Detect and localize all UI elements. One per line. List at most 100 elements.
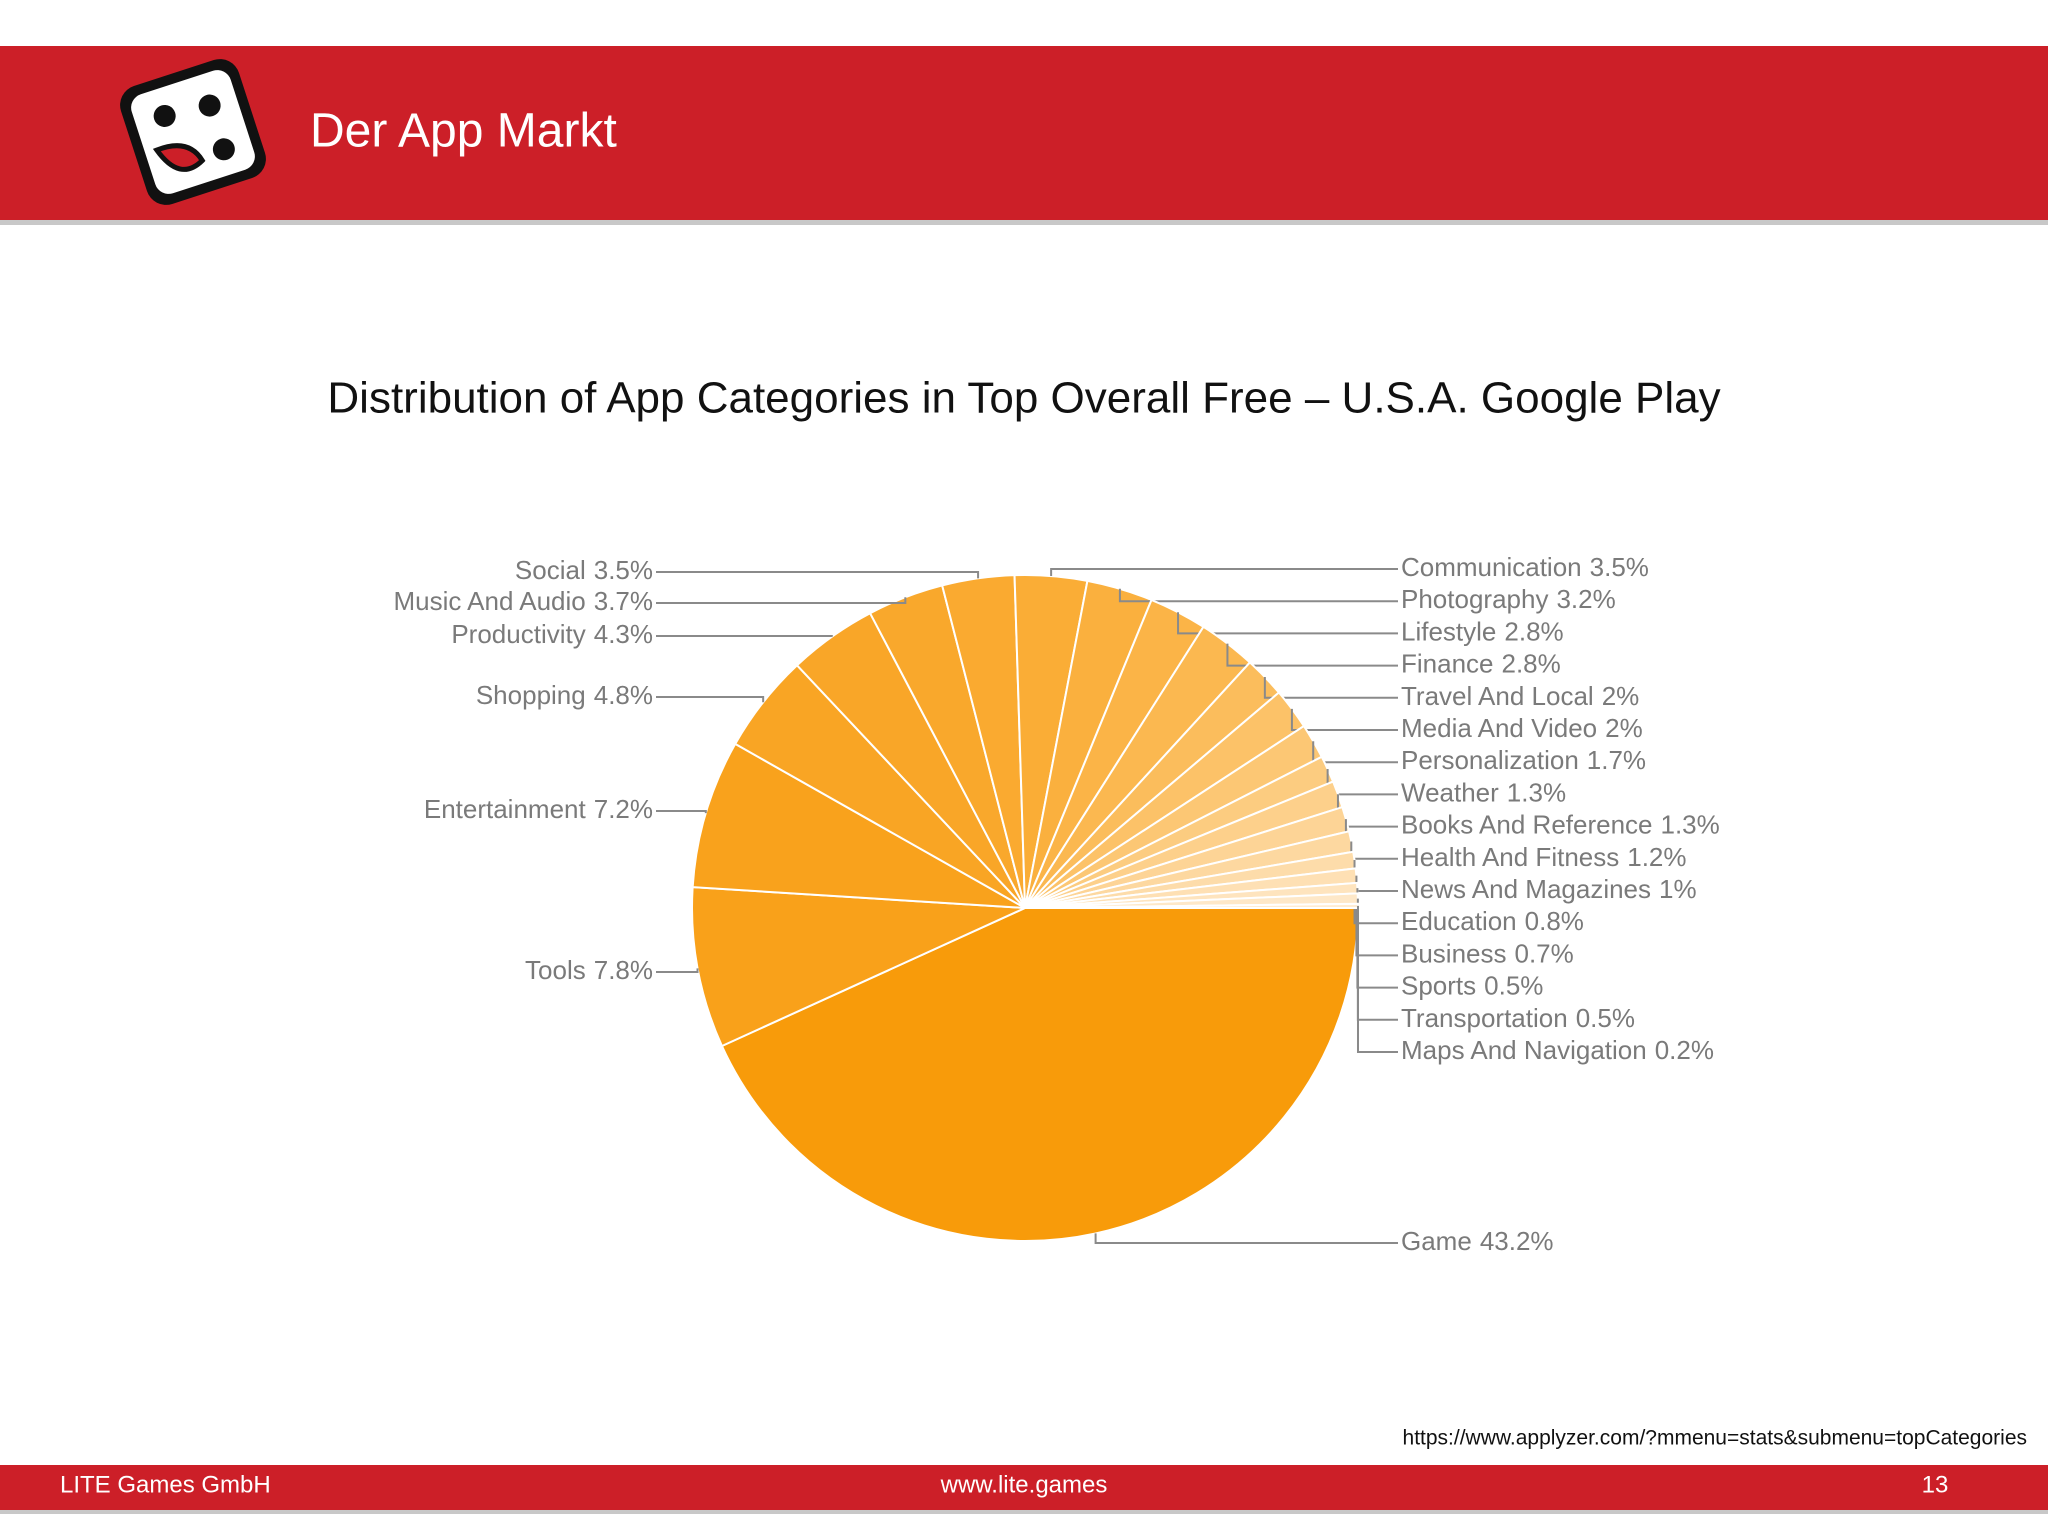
- value-label: 3.5%: [594, 555, 653, 585]
- category-name: Game: [1401, 1226, 1472, 1256]
- slice-label: Health And Fitness 1.2%: [1401, 842, 1687, 872]
- leader-line: [1050, 568, 1398, 577]
- category-name: Social: [515, 555, 586, 585]
- category-name: Personalization: [1401, 745, 1579, 775]
- slice-label: Finance 2.8%: [1401, 648, 1561, 678]
- slice-label: Game 43.2%: [1401, 1226, 1554, 1256]
- leader-line: [1226, 643, 1398, 667]
- value-label: 0.2%: [1655, 1035, 1714, 1065]
- slice-label: Social 3.5%: [515, 555, 653, 585]
- value-label: 7.2%: [594, 794, 653, 824]
- dice-dot: [212, 138, 235, 161]
- header-title: Der App Markt: [310, 105, 617, 158]
- pie-slice: [691, 742, 1026, 909]
- leader-line: [1177, 612, 1398, 635]
- category-name: Travel And Local: [1401, 681, 1594, 711]
- category-name: Maps And Navigation: [1401, 1035, 1647, 1065]
- slice-label: Entertainment 7.2%: [424, 794, 653, 824]
- value-label: 1.3%: [1661, 809, 1720, 839]
- slice-label: Productivity 4.3%: [451, 619, 653, 649]
- dice-mouth: [152, 143, 206, 172]
- value-label: 1.7%: [1587, 745, 1646, 775]
- category-name: Education: [1401, 906, 1517, 936]
- slice-label: Media And Video 2%: [1401, 713, 1643, 743]
- value-label: 2%: [1602, 681, 1640, 711]
- value-label: 3.2%: [1556, 584, 1615, 614]
- category-name: Weather: [1401, 777, 1499, 807]
- slice-label: Photography 3.2%: [1401, 584, 1616, 614]
- category-name: Business: [1401, 938, 1507, 968]
- category-name: Sports: [1401, 970, 1476, 1000]
- source-url: https://www.applyzer.com/?mmenu=stats&su…: [1403, 1427, 2027, 1450]
- value-label: 43.2%: [1480, 1226, 1554, 1256]
- slice-label: Sports 0.5%: [1401, 970, 1543, 1000]
- slice-label: News And Magazines 1%: [1401, 874, 1697, 904]
- slice-label: Communication 3.5%: [1401, 552, 1649, 582]
- leader-line: [656, 696, 765, 703]
- value-label: 7.8%: [594, 955, 653, 985]
- value-label: 3.7%: [594, 586, 653, 616]
- category-name: News And Magazines: [1401, 874, 1651, 904]
- slice-label: Business 0.7%: [1401, 938, 1574, 968]
- category-name: Health And Fitness: [1401, 842, 1619, 872]
- category-name: Finance: [1401, 648, 1494, 678]
- category-name: Entertainment: [424, 794, 587, 824]
- category-name: Productivity: [451, 619, 585, 649]
- category-name: Shopping: [476, 680, 586, 710]
- category-name: Tools: [525, 955, 586, 985]
- slice-label: Weather 1.3%: [1401, 777, 1566, 807]
- value-label: 0.5%: [1484, 970, 1543, 1000]
- slice-label: Transportation 0.5%: [1401, 1003, 1635, 1033]
- value-label: 0.8%: [1525, 906, 1584, 936]
- value-label: 4.8%: [594, 680, 653, 710]
- category-name: Lifestyle: [1401, 616, 1496, 646]
- value-label: 2%: [1605, 713, 1643, 743]
- leader-line: [656, 571, 980, 579]
- header-bar: [0, 46, 2048, 220]
- value-label: 1%: [1659, 874, 1697, 904]
- dice-dot: [198, 94, 221, 117]
- chart-title: Distribution of App Categories in Top Ov…: [327, 374, 1720, 423]
- leader-line: [1356, 905, 1398, 1053]
- category-name: Photography: [1401, 584, 1548, 614]
- slice-label: Personalization 1.7%: [1401, 745, 1646, 775]
- value-label: 1.2%: [1627, 842, 1686, 872]
- value-label: 4.3%: [594, 619, 653, 649]
- dice-dot: [153, 104, 176, 127]
- value-label: 2.8%: [1504, 616, 1563, 646]
- leader-line: [656, 810, 707, 814]
- slice-label: Education 0.8%: [1401, 906, 1584, 936]
- category-name: Media And Video: [1401, 713, 1597, 743]
- pie-slice: [691, 886, 1026, 1048]
- slice-label: Lifestyle 2.8%: [1401, 616, 1564, 646]
- leader-line: [1118, 588, 1398, 603]
- leader-line: [656, 635, 833, 637]
- value-label: 1.3%: [1507, 777, 1566, 807]
- value-label: 3.5%: [1590, 552, 1649, 582]
- slice-label: Maps And Navigation 0.2%: [1401, 1035, 1714, 1065]
- value-label: 0.7%: [1515, 938, 1574, 968]
- footer-bar: [0, 1465, 2048, 1510]
- value-label: 2.8%: [1502, 648, 1561, 678]
- leader-line: [656, 597, 907, 604]
- footer-website: www.lite.games: [940, 1471, 1108, 1498]
- leader-line: [1094, 1233, 1398, 1244]
- category-name: Transportation: [1401, 1003, 1568, 1033]
- page-number: 13: [1922, 1471, 1949, 1498]
- footer-company: LITE Games GmbH: [60, 1471, 271, 1498]
- leader-line: [1312, 741, 1398, 764]
- dice-face: [131, 70, 255, 194]
- slice-label: Shopping 4.8%: [476, 680, 653, 710]
- value-label: 0.5%: [1576, 1003, 1635, 1033]
- leader-line: [1326, 769, 1398, 796]
- leader-line: [656, 968, 699, 973]
- leader-line: [1290, 708, 1398, 731]
- slice-label: Tools 7.8%: [525, 955, 653, 985]
- category-name: Communication: [1401, 552, 1582, 582]
- footer-shadow: [0, 1510, 2048, 1514]
- slice-label: Music And Audio 3.7%: [394, 586, 654, 616]
- pie-chart: Game 43.2% Tools 7.8% Entertainment 7.2% Shopp…: [394, 552, 1720, 1256]
- leader-line: [1263, 677, 1398, 699]
- category-name: Books And Reference: [1401, 809, 1653, 839]
